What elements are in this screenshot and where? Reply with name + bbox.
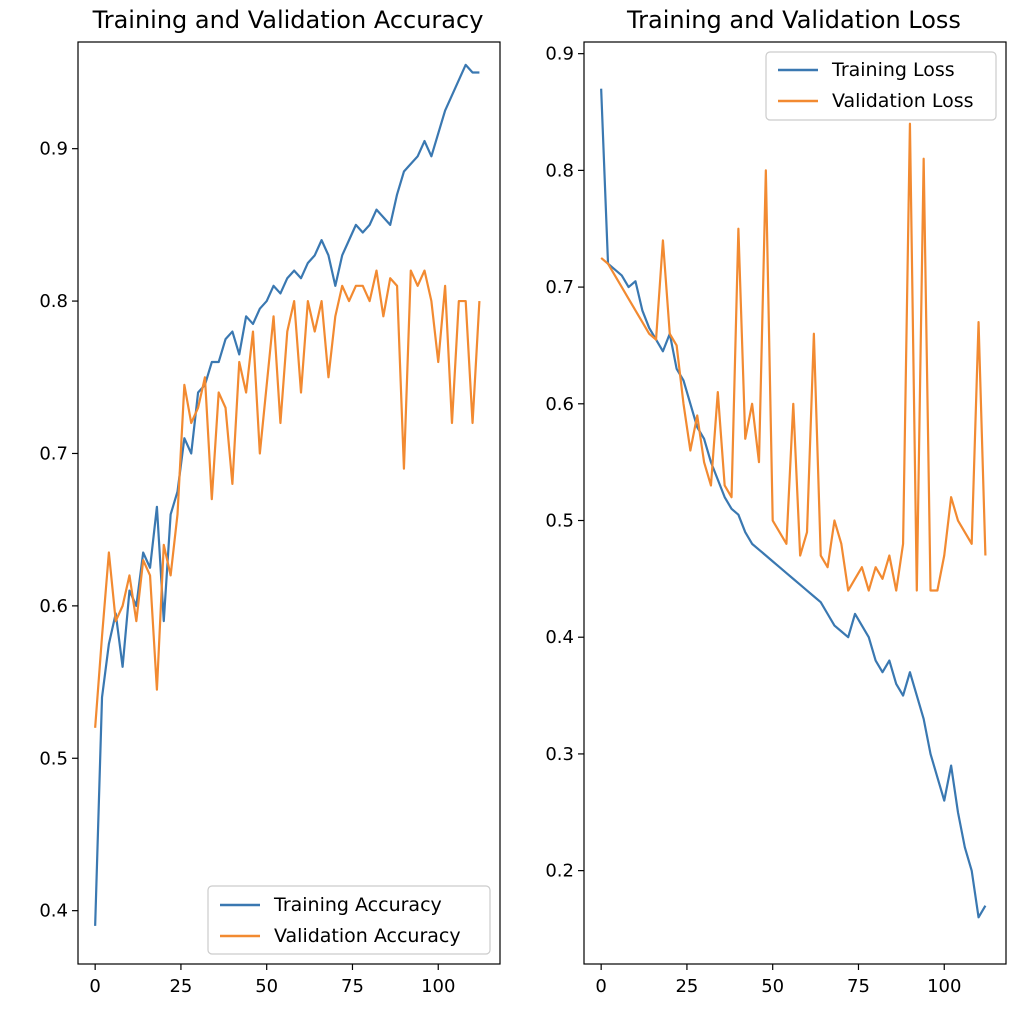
loss-y-ticks: 0.2 0.3 0.4 0.5 0.6 0.7 0.8 0.9 xyxy=(545,44,584,882)
loss-legend: Training Loss Validation Loss xyxy=(765,51,997,121)
accuracy-y-tick-label: 0.9 xyxy=(39,139,68,160)
accuracy-y-tick-label: 0.5 xyxy=(39,748,68,769)
accuracy-series-layer xyxy=(94,63,481,926)
loss-x-tick-label: 25 xyxy=(675,976,698,997)
loss-y-tick-label: 0.6 xyxy=(545,394,574,415)
loss-series-validation-line xyxy=(600,122,987,592)
accuracy-series-training-line xyxy=(94,63,480,926)
accuracy-y-ticks: 0.4 0.5 0.6 0.7 0.8 0.9 xyxy=(39,139,78,922)
accuracy-y-tick-label: 0.4 xyxy=(39,901,68,922)
loss-chart: Training and Validation Loss 0 25 50 75 100 … xyxy=(545,6,1007,997)
accuracy-legend-label-validation: Validation Accuracy xyxy=(274,925,461,947)
loss-y-tick-label: 0.4 xyxy=(545,627,574,648)
accuracy-x-tick-label: 75 xyxy=(341,976,364,997)
accuracy-y-tick-label: 0.6 xyxy=(39,596,68,617)
loss-x-ticks: 0 25 50 75 100 xyxy=(595,964,961,997)
accuracy-series-validation-line xyxy=(94,269,481,728)
accuracy-y-tick-label: 0.8 xyxy=(39,291,68,312)
loss-legend-box xyxy=(765,51,997,121)
loss-x-tick-label: 50 xyxy=(761,976,784,997)
loss-series-layer xyxy=(600,88,987,919)
accuracy-x-ticks: 0 25 50 75 100 xyxy=(89,964,455,997)
accuracy-x-tick-label: 25 xyxy=(169,976,192,997)
loss-legend-label-training: Training Loss xyxy=(831,59,955,81)
loss-y-tick-label: 0.8 xyxy=(545,160,574,181)
loss-x-tick-label: 75 xyxy=(847,976,870,997)
loss-x-tick-label: 0 xyxy=(595,976,606,997)
accuracy-legend: Training Accuracy Validation Accuracy xyxy=(207,885,491,955)
accuracy-chart: Training and Validation Accuracy 0 25 50 75… xyxy=(39,6,501,997)
accuracy-legend-label-training: Training Accuracy xyxy=(273,894,442,916)
accuracy-plot-frame xyxy=(77,41,501,965)
loss-series-training-line xyxy=(600,88,987,919)
accuracy-x-tick-label: 50 xyxy=(255,976,278,997)
loss-y-tick-label: 0.5 xyxy=(545,511,574,532)
loss-y-tick-label: 0.9 xyxy=(545,44,574,65)
accuracy-x-tick-label: 100 xyxy=(421,976,455,997)
loss-y-tick-label: 0.7 xyxy=(545,277,574,298)
accuracy-x-tick-label: 0 xyxy=(89,976,100,997)
loss-plot-frame xyxy=(583,41,1007,965)
accuracy-legend-box xyxy=(207,885,491,955)
loss-y-tick-label: 0.3 xyxy=(545,744,574,765)
accuracy-chart-title: Training and Validation Accuracy xyxy=(92,6,484,34)
loss-chart-title: Training and Validation Loss xyxy=(626,6,961,34)
loss-legend-label-validation: Validation Loss xyxy=(832,90,974,112)
accuracy-y-tick-label: 0.7 xyxy=(39,443,68,464)
loss-x-tick-label: 100 xyxy=(927,976,961,997)
loss-y-tick-label: 0.2 xyxy=(545,861,574,882)
